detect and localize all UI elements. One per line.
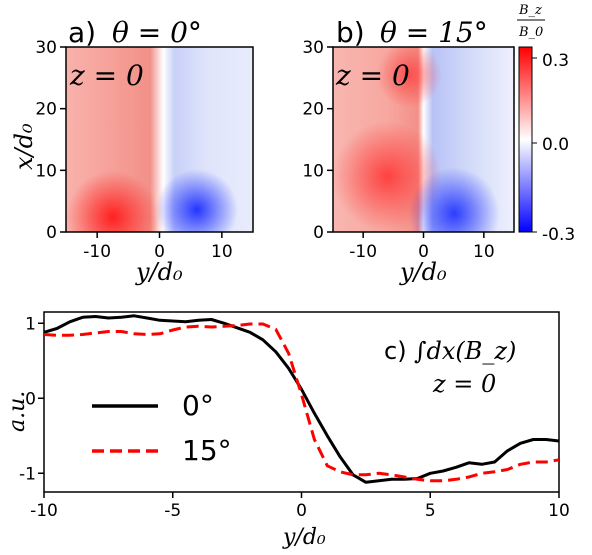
y-tick-label: 10 — [35, 161, 57, 181]
panel-a-ylabel: x/d₀ — [10, 123, 38, 170]
x-tick-label: -5 — [164, 501, 181, 521]
y-tick-label: 30 — [302, 38, 324, 58]
y-tick-label: 1 — [25, 314, 36, 334]
y-tick-label: 0 — [313, 223, 324, 243]
panel-c: -10 -5 0 5 10-101 0° 15° c) ∫dx(B_z) z = 0 y… — [5, 311, 570, 550]
x-tick-label: 10 — [548, 501, 570, 521]
panel-b-annotation: z = 0 — [335, 59, 410, 92]
series-line-0deg — [44, 314, 559, 484]
y-tick-label: 0 — [25, 389, 36, 409]
colorbar-label-numerator: B_z — [518, 3, 542, 18]
colorbar-label-denominator: B_0 — [518, 25, 543, 40]
x-tick-label: 10 — [211, 242, 233, 262]
legend-label-15deg: 15° — [182, 434, 232, 467]
panel-a-xlabel: y/d₀ — [135, 258, 183, 286]
x-tick-label: -10 — [83, 242, 111, 262]
legend: 0° 15° — [92, 389, 232, 467]
panel-a-annotation: z = 0 — [69, 59, 144, 92]
y-tick-label: 30 — [35, 38, 57, 58]
panel-b-xlabel: y/d₀ — [399, 258, 447, 286]
x-tick-label: 10 — [473, 242, 495, 262]
y-tick-label: -1 — [19, 464, 36, 484]
panel-c-series — [44, 314, 559, 484]
x-tick-label: 0 — [154, 242, 165, 262]
panel-c-annotation-z: z = 0 — [432, 370, 496, 398]
x-tick-label: -10 — [349, 242, 377, 262]
heatmap-a-blue-hotspot — [66, 47, 253, 232]
y-tick-label: 20 — [35, 100, 57, 120]
panel-c-ylabel: a.u. — [5, 391, 30, 432]
x-tick-label: 0 — [418, 242, 429, 262]
x-tick-label: 5 — [425, 501, 436, 521]
colorbar-tick-label: -0.3 — [542, 225, 575, 245]
colorbar-tick-label: 0.3 — [542, 51, 569, 71]
heatmap-b-blue-hotspot — [333, 47, 514, 232]
panel-a-title: θ = 0° — [112, 16, 202, 49]
panel-b-label: b) — [336, 16, 365, 49]
y-tick-label: 20 — [302, 100, 324, 120]
panel-a-label: a) — [68, 16, 96, 49]
panel-a-axes: -10 0 10 0 10 20 30 — [35, 38, 232, 262]
colorbar-tick-label: 0.0 — [542, 135, 569, 155]
panel-a: a) θ = 0° z = 0 -10 0 10 0 10 20 30 y/d₀ x/d₀ — [10, 16, 254, 286]
legend-label-0deg: 0° — [182, 389, 214, 422]
series-line-15deg — [44, 322, 559, 483]
panel-c-label: c) — [384, 337, 407, 365]
x-tick-label: -10 — [30, 501, 58, 521]
x-tick-label: 0 — [296, 501, 307, 521]
panel-b-title: θ = 15° — [380, 16, 488, 49]
colorbar — [518, 46, 533, 233]
panel-c-annotation-integral: ∫dx(B_z) — [414, 337, 516, 365]
panel-c-axes: -10 -5 0 5 10-101 — [19, 314, 570, 521]
y-tick-label: 10 — [302, 161, 324, 181]
panel-b-axes: -10 0 10 0 10 20 30 — [302, 38, 494, 262]
y-tick-label: 0 — [46, 223, 57, 243]
panel-c-xlabel: y/d₀ — [282, 525, 326, 550]
